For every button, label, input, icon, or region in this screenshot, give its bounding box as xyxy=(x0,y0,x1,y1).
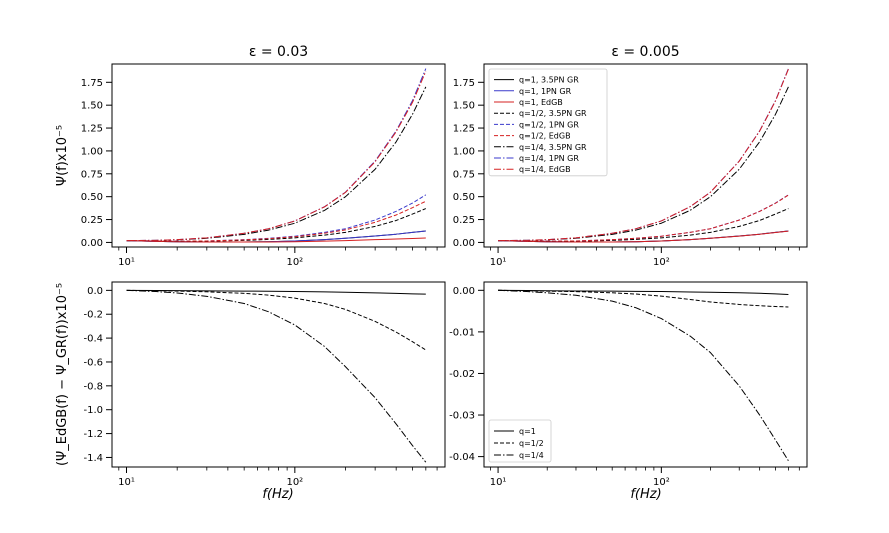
x-tick-label: 10¹ xyxy=(118,477,135,488)
chart-title: ε = 0.03 xyxy=(249,44,308,60)
legend-label: q=1, 1PN GR xyxy=(519,87,572,96)
y-tick-label: 0.25 xyxy=(81,215,103,226)
legend-label: q=1/2, 3.5PN GR xyxy=(519,109,587,118)
y-tick-label: 0.50 xyxy=(453,192,475,203)
y-tick-label: 1.00 xyxy=(81,146,103,157)
series-line xyxy=(126,208,427,242)
legend: q=1 q=1/2 q=1/4 xyxy=(488,419,552,463)
legend-label: q=1/4, 3.5PN GR xyxy=(519,143,587,152)
y-tick-label: -1.0 xyxy=(83,405,103,416)
y-tick-label: 1.75 xyxy=(453,78,475,89)
plot-frame xyxy=(111,281,446,468)
series-line xyxy=(498,208,789,242)
legend-label: q=1/2, EdGB xyxy=(519,132,571,141)
series-line xyxy=(126,200,427,242)
y-tick-label: -0.4 xyxy=(83,334,103,345)
y-tick-label: 1.75 xyxy=(81,78,103,89)
series-line xyxy=(126,71,427,242)
x-tick-label: 10² xyxy=(653,477,670,488)
y-axis-label: (Ψ_EdGB(f) − Ψ_GR(f))x10⁻⁵ xyxy=(55,283,70,466)
y-tick-label: 0.75 xyxy=(81,169,103,180)
x-tick-label: 10¹ xyxy=(490,257,507,268)
series-line xyxy=(498,289,789,462)
series-line xyxy=(126,230,426,243)
series-line xyxy=(498,289,789,308)
x-tick-label: 10¹ xyxy=(490,477,507,488)
chart-panel-bottom-right: 10¹ 10²0.00-0.01-0.02-0.03-0.04q=1q=1/2q=… xyxy=(449,281,808,488)
y-tick-label: -0.02 xyxy=(449,369,475,380)
legend-label: q=1/2, 1PN GR xyxy=(519,120,579,129)
y-tick-label: 0.0 xyxy=(87,286,103,297)
y-tick-label: 1.00 xyxy=(453,146,475,157)
series-line xyxy=(498,69,789,242)
y-tick-label: -0.6 xyxy=(83,357,103,368)
x-tick-label: 10² xyxy=(286,477,303,488)
chart-title: ε = 0.005 xyxy=(611,44,679,60)
x-axis-label-right: f(Hz) xyxy=(630,487,661,502)
plot-frame xyxy=(111,63,446,248)
series-line xyxy=(126,289,427,463)
y-tick-label: 0.50 xyxy=(81,192,103,203)
legend-frame xyxy=(488,68,608,177)
series-line xyxy=(126,86,427,242)
series-line xyxy=(126,68,427,242)
legend-label: q=1 xyxy=(519,427,536,436)
y-tick-label: 0.00 xyxy=(81,238,103,249)
y-tick-label: -0.04 xyxy=(449,452,475,463)
y-tick-label: -0.8 xyxy=(83,381,103,392)
x-tick-label: 10² xyxy=(286,257,303,268)
x-tick-label: 10¹ xyxy=(118,257,135,268)
y-tick-label: 0.00 xyxy=(453,286,475,297)
y-tick-label: -0.2 xyxy=(83,310,103,321)
y-tick-label: -1.2 xyxy=(83,429,103,440)
chart-panel-top-left: 10¹ 10² 0.00 0.25 0.50 0.75 1.00 1.25 1.50 1.75 ε … xyxy=(55,44,446,268)
legend-label: q=1/4, EdGB xyxy=(519,165,571,174)
legend-label: q=1/4 xyxy=(519,451,544,460)
chart-panel-top-right: 10¹ 10² 0.00 0.25 0.50 0.75 1.00 1.25 1.50 1.75 ε … xyxy=(453,44,808,268)
y-tick-label: 0.75 xyxy=(453,169,475,180)
legend-label: q=1/4, 1PN GR xyxy=(519,154,579,163)
series-line xyxy=(498,194,789,242)
chart-panel-bottom-left: 10¹ 10² 0.0 -0.2 -0.4 -0.6 -0.8 -1.0 -1.2 -1.4 (Ψ_… xyxy=(55,281,446,488)
y-tick-label: -0.01 xyxy=(449,327,475,338)
y-tick-label: -1.4 xyxy=(83,453,103,464)
y-tick-label: 0.25 xyxy=(453,215,475,226)
legend-label: q=1/2 xyxy=(519,439,544,448)
series-line xyxy=(498,86,789,242)
y-tick-label: 1.25 xyxy=(81,124,103,135)
series-line xyxy=(126,230,426,243)
y-tick-label: 1.25 xyxy=(453,124,475,135)
series-line xyxy=(126,289,427,351)
y-tick-label: 0.00 xyxy=(453,238,475,249)
y-tick-label: 1.50 xyxy=(453,101,475,112)
x-axis-label-left: f(Hz) xyxy=(262,487,293,502)
y-tick-label: -0.03 xyxy=(449,411,475,422)
series-line xyxy=(126,194,427,242)
legend-label: q=1, 3.5PN GR xyxy=(519,76,579,85)
x-tick-label: 10² xyxy=(653,257,670,268)
legend: q=1, 3.5PN GR q=1, 1PN GR q=1, EdGB q=1/2, … xyxy=(488,68,608,177)
legend-label: q=1, EdGB xyxy=(519,98,563,107)
y-axis-label: Ψ(f)x10⁻⁵ xyxy=(55,125,70,186)
y-tick-label: 1.50 xyxy=(81,101,103,112)
